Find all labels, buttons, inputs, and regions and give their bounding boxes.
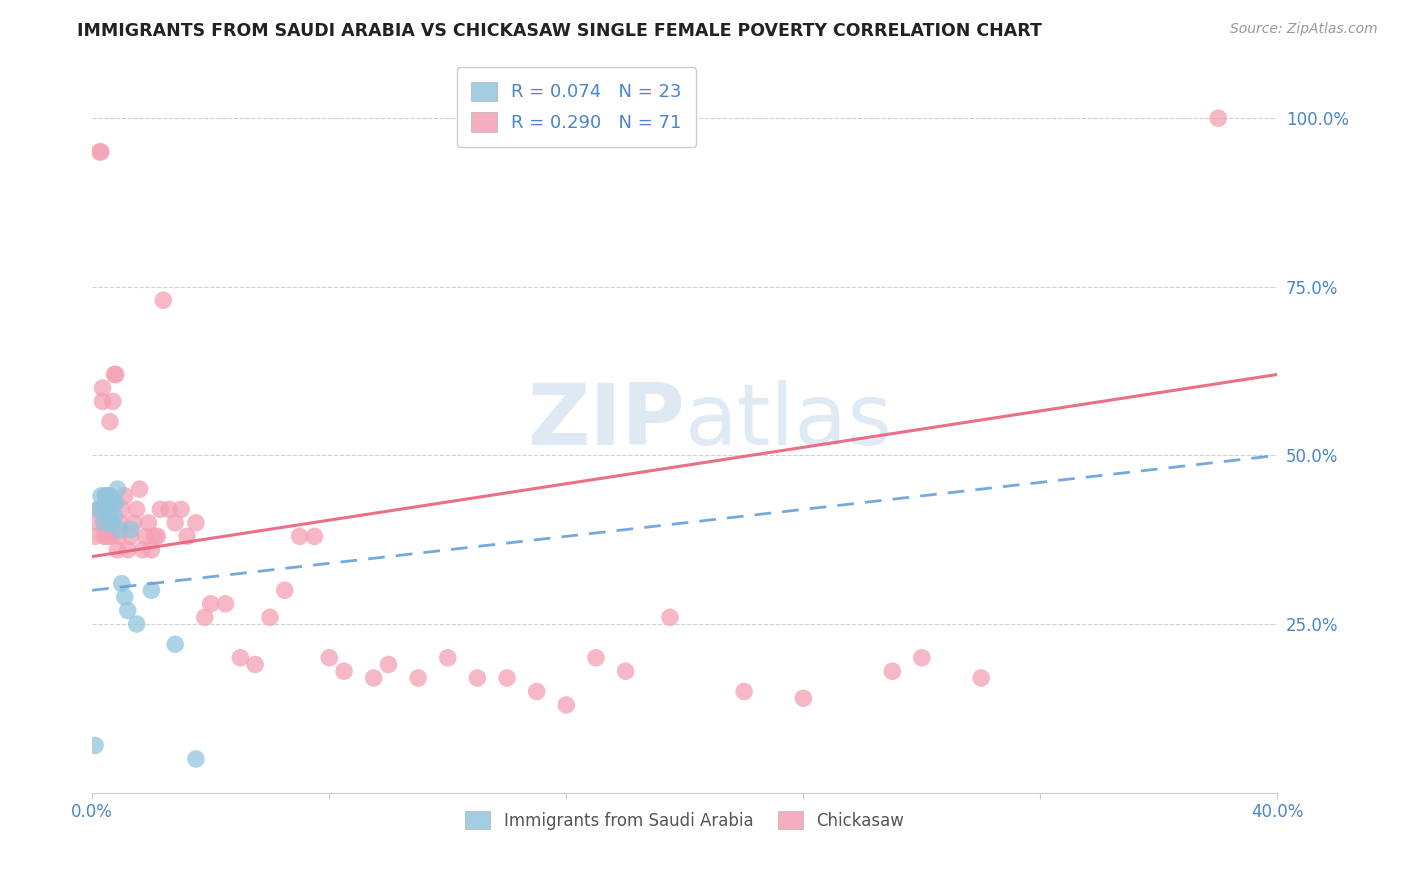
Text: atlas: atlas (685, 380, 893, 463)
Point (194, 610, 217, 624)
Point (138, 516, 160, 530)
Point (120, 529, 142, 543)
Point (141, 583, 163, 598)
Point (114, 590, 136, 604)
Point (94, 489, 117, 503)
Point (555, 698, 578, 712)
Point (108, 523, 131, 537)
Point (103, 509, 125, 524)
Point (97, 509, 120, 524)
Point (149, 502, 172, 516)
Point (585, 650, 607, 665)
Point (101, 495, 124, 509)
Point (377, 657, 399, 672)
Point (96, 516, 118, 530)
Point (288, 529, 311, 543)
Point (614, 665, 637, 679)
Point (91, 381, 114, 395)
Text: ZIP: ZIP (527, 380, 685, 463)
Point (97, 502, 120, 516)
Point (318, 650, 340, 665)
Point (141, 542, 163, 557)
Point (184, 516, 207, 530)
Point (117, 603, 139, 617)
Point (733, 684, 755, 698)
Point (259, 610, 281, 624)
Point (882, 665, 904, 679)
Point (108, 529, 131, 543)
Point (91, 502, 114, 516)
Point (90, 145, 112, 159)
Point (911, 650, 934, 665)
Point (104, 368, 127, 382)
Point (165, 516, 187, 530)
Point (304, 529, 326, 543)
Point (200, 597, 222, 611)
Text: Source: ZipAtlas.com: Source: ZipAtlas.com (1230, 22, 1378, 37)
Point (94, 489, 117, 503)
Point (97, 489, 120, 503)
Point (406, 671, 429, 685)
Point (114, 489, 136, 503)
Point (496, 671, 519, 685)
Point (157, 502, 180, 516)
Point (131, 542, 153, 557)
Point (143, 529, 166, 543)
Point (229, 650, 252, 665)
Point (94, 502, 117, 516)
Point (363, 671, 385, 685)
Point (91, 394, 114, 409)
Point (436, 650, 458, 665)
Point (93, 516, 115, 530)
Point (100, 529, 122, 543)
Point (120, 523, 142, 537)
Point (96, 502, 118, 516)
Point (134, 529, 156, 543)
Point (98, 415, 121, 429)
Point (93, 516, 115, 530)
Point (165, 637, 187, 651)
Point (96, 529, 118, 543)
Point (176, 529, 198, 543)
Point (526, 684, 548, 698)
Point (90, 489, 112, 503)
Point (110, 516, 132, 530)
Point (467, 671, 489, 685)
Point (86, 516, 108, 530)
Point (84, 529, 107, 543)
Point (243, 657, 266, 672)
Point (1206, 111, 1229, 125)
Point (333, 665, 356, 679)
Point (146, 529, 169, 543)
Point (84, 739, 107, 753)
Point (122, 516, 145, 530)
Point (100, 516, 122, 530)
Point (214, 597, 236, 611)
Point (128, 482, 150, 496)
Point (274, 583, 297, 598)
Point (87, 502, 110, 516)
Point (93, 529, 115, 543)
Point (103, 368, 125, 382)
Point (125, 502, 148, 516)
Point (111, 502, 134, 516)
Point (104, 495, 127, 509)
Point (125, 617, 148, 632)
Point (111, 576, 134, 591)
Point (98, 489, 121, 503)
Point (87, 502, 110, 516)
Point (170, 502, 193, 516)
Point (89, 145, 111, 159)
Point (659, 610, 682, 624)
Text: IMMIGRANTS FROM SAUDI ARABIA VS CHICKASAW SINGLE FEMALE POVERTY CORRELATION CHAR: IMMIGRANTS FROM SAUDI ARABIA VS CHICKASA… (77, 22, 1042, 40)
Point (970, 671, 993, 685)
Point (101, 394, 124, 409)
Point (105, 482, 128, 496)
Point (105, 542, 128, 557)
Legend: Immigrants from Saudi Arabia, Chickasaw: Immigrants from Saudi Arabia, Chickasaw (458, 805, 911, 837)
Point (184, 752, 207, 766)
Point (792, 691, 814, 706)
Point (117, 542, 139, 557)
Point (152, 293, 174, 308)
